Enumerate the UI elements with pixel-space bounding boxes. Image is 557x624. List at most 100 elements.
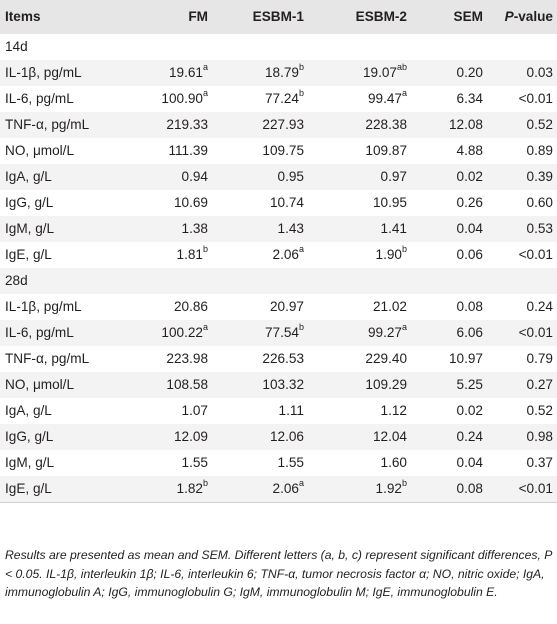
significance-letter: a xyxy=(401,322,407,333)
fm-cell: 1.55 xyxy=(127,450,208,476)
cell-value: 0.95 xyxy=(277,169,304,184)
header-items: Items xyxy=(5,9,41,24)
fm-cell: 108.58 xyxy=(127,372,208,398)
item-name-cell: IgM, g/L xyxy=(0,450,127,476)
esbm-2-cell: 229.40 xyxy=(304,346,407,372)
item-name-cell: NO, μmol/L xyxy=(0,372,127,398)
esbm-2-cell: 109.87 xyxy=(304,138,407,164)
cell-value: 0.02 xyxy=(456,169,483,184)
cell-value: 1.41 xyxy=(380,221,407,236)
table-row: IgM, g/L 1.55 1.55 1.60 0.04 0.37 xyxy=(0,450,557,476)
significance-letter: ab xyxy=(396,62,407,73)
cell-value: 0.24 xyxy=(456,429,483,444)
cell-value: 0.27 xyxy=(526,377,553,392)
cell-value: 0.02 xyxy=(456,403,483,418)
cell-value: <0.01 xyxy=(518,481,553,496)
cell-value: IgE, g/L xyxy=(5,481,52,496)
p-value-cell: <0.01 xyxy=(483,476,557,503)
section-row: 28d xyxy=(0,268,557,294)
fm-cell: 0.94 xyxy=(127,164,208,190)
table-row: TNF-α, pg/mL 223.98 226.53 229.40 10.97 0.79 xyxy=(0,346,557,372)
esbm-1-cell: 226.53 xyxy=(208,346,304,372)
header-fm: FM xyxy=(188,9,208,24)
item-name-cell: IgE, g/L xyxy=(0,476,127,503)
esbm-1-cell: 77.24b xyxy=(208,86,304,112)
cell-value: 21.02 xyxy=(372,299,407,314)
cell-value: 0.37 xyxy=(526,455,553,470)
significance-letter: b xyxy=(298,322,304,333)
fm-cell: 100.22a xyxy=(127,320,208,346)
cell-value: 12.09 xyxy=(173,429,208,444)
cell-value: 12.08 xyxy=(448,117,483,132)
cell-value: 1.55 xyxy=(181,455,208,470)
p-value-cell: 0.52 xyxy=(483,398,557,424)
cell-value: 20.86 xyxy=(173,299,208,314)
cell-value: NO, μmol/L xyxy=(5,377,75,392)
cell-value: 0.08 xyxy=(456,299,483,314)
esbm-1-cell: 18.79b xyxy=(208,60,304,86)
cell-value: 0.04 xyxy=(456,221,483,236)
sem-cell: 0.24 xyxy=(407,424,483,450)
cell-value: 77.24 xyxy=(264,91,299,106)
table-row: IL-6, pg/mL 100.22a 77.54b 99.27a 6.06 <0.01 xyxy=(0,320,557,346)
cell-value: IL-1β, pg/mL xyxy=(5,299,82,314)
header-esbm-1: ESBM-1 xyxy=(252,9,304,24)
cell-value: 0.04 xyxy=(456,455,483,470)
cell-value: 10.95 xyxy=(372,195,407,210)
cell-value: 0.03 xyxy=(526,65,553,80)
cell-value: <0.01 xyxy=(518,247,553,262)
p-value-cell: 0.60 xyxy=(483,190,557,216)
item-name-cell: IgE, g/L xyxy=(0,242,127,268)
p-value-cell: 0.53 xyxy=(483,216,557,242)
p-value-cell: <0.01 xyxy=(483,320,557,346)
cell-value: <0.01 xyxy=(518,325,553,340)
sem-cell: 0.08 xyxy=(407,476,483,503)
item-name-cell: IL-6, pg/mL xyxy=(0,86,127,112)
item-name-cell: IgA, g/L xyxy=(0,164,127,190)
cell-value: 1.07 xyxy=(181,403,208,418)
esbm-2-cell: 99.47a xyxy=(304,86,407,112)
table-row: NO, μmol/L 108.58 103.32 109.29 5.25 0.27 xyxy=(0,372,557,398)
cell-value: IgG, g/L xyxy=(5,429,54,444)
esbm-1-cell: 227.93 xyxy=(208,112,304,138)
item-name-cell: IL-1β, pg/mL xyxy=(0,294,127,320)
cell-value: 99.27 xyxy=(367,325,402,340)
fm-cell: 20.86 xyxy=(127,294,208,320)
p-value-cell: <0.01 xyxy=(483,242,557,268)
cell-value: 219.33 xyxy=(166,117,208,132)
cell-value: IgE, g/L xyxy=(5,247,52,262)
esbm-1-cell: 1.43 xyxy=(208,216,304,242)
cell-value: 0.26 xyxy=(456,195,483,210)
cell-value: 0.24 xyxy=(526,299,553,314)
cell-value: 0.53 xyxy=(526,221,553,236)
cell-value: 0.39 xyxy=(526,169,553,184)
significance-letter: a xyxy=(298,478,304,489)
item-name-cell: TNF-α, pg/mL xyxy=(0,346,127,372)
sem-cell: 0.08 xyxy=(407,294,483,320)
item-name-cell: NO, μmol/L xyxy=(0,138,127,164)
fm-cell: 111.39 xyxy=(127,138,208,164)
cell-value: 99.47 xyxy=(367,91,402,106)
cell-value: 4.88 xyxy=(456,143,483,158)
cell-value: 2.06 xyxy=(272,247,299,262)
cell-value: 6.06 xyxy=(456,325,483,340)
esbm-2-cell: 1.12 xyxy=(304,398,407,424)
cell-value: 1.90 xyxy=(375,247,402,262)
item-name-cell: IL-1β, pg/mL xyxy=(0,60,127,86)
cell-value: 109.87 xyxy=(365,143,407,158)
table-row: IgM, g/L 1.38 1.43 1.41 0.04 0.53 xyxy=(0,216,557,242)
cell-value: 12.04 xyxy=(372,429,407,444)
item-name-cell: TNF-α, pg/mL xyxy=(0,112,127,138)
cell-value: 1.38 xyxy=(181,221,208,236)
esbm-2-cell: 228.38 xyxy=(304,112,407,138)
cell-value: 1.43 xyxy=(277,221,304,236)
cell-value: 5.25 xyxy=(456,377,483,392)
table-row: IgA, g/L 0.94 0.95 0.97 0.02 0.39 xyxy=(0,164,557,190)
p-value-cell: 0.37 xyxy=(483,450,557,476)
esbm-1-cell: 2.06a xyxy=(208,476,304,503)
fm-cell: 12.09 xyxy=(127,424,208,450)
item-name-cell: IgG, g/L xyxy=(0,190,127,216)
fm-cell: 223.98 xyxy=(127,346,208,372)
sem-cell: 10.97 xyxy=(407,346,483,372)
